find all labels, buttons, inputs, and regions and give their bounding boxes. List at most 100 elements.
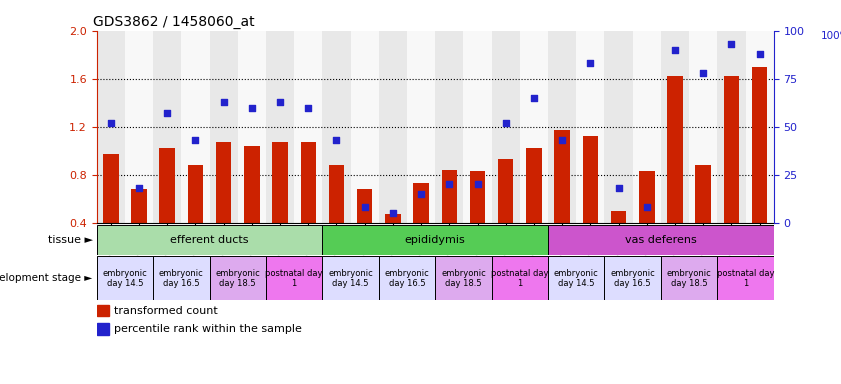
Point (217, 99, 230, 105)
Text: embryonic
day 18.5: embryonic day 18.5 (215, 268, 260, 288)
Point (471, 181, 484, 187)
Point (499, 120, 512, 126)
Bar (97, 305, 108, 316)
Bar (548, 225, 774, 255)
Bar (661, 256, 717, 300)
Point (669, 47, 682, 53)
Bar (97, 256, 153, 300)
Point (273, 99, 287, 105)
Text: epididymis: epididymis (405, 235, 466, 245)
Bar (182, 31, 209, 223)
Bar (548, 256, 605, 300)
Text: embryonic
day 16.5: embryonic day 16.5 (611, 268, 655, 288)
Bar (717, 31, 745, 223)
Bar (300, 142, 316, 223)
Point (188, 137, 202, 143)
Bar (548, 31, 576, 223)
Text: postnatal day
1: postnatal day 1 (491, 268, 548, 288)
Bar (745, 31, 774, 223)
Bar (492, 31, 520, 223)
Bar (266, 256, 322, 300)
Bar (216, 142, 231, 223)
Bar (322, 31, 351, 223)
Bar (752, 67, 767, 223)
Bar (125, 31, 153, 223)
Bar (188, 165, 204, 223)
Bar (605, 31, 632, 223)
Point (386, 210, 399, 216)
Bar (351, 31, 378, 223)
Text: embryonic
day 14.5: embryonic day 14.5 (554, 268, 599, 288)
Bar (322, 225, 548, 255)
Bar (554, 130, 570, 223)
Text: percentile rank within the sample: percentile rank within the sample (114, 324, 302, 334)
Bar (463, 31, 492, 223)
Bar (131, 189, 147, 223)
Text: postnatal day
1: postnatal day 1 (717, 268, 775, 288)
Bar (103, 154, 119, 223)
Bar (414, 183, 429, 223)
Bar (153, 31, 182, 223)
Point (640, 204, 653, 210)
Point (555, 137, 569, 143)
Point (612, 185, 626, 191)
Bar (209, 31, 238, 223)
Bar (667, 76, 683, 223)
Point (584, 60, 597, 66)
Bar (378, 256, 436, 300)
Point (330, 137, 343, 143)
Bar (492, 256, 548, 300)
Point (245, 104, 258, 111)
Bar (696, 165, 711, 223)
Text: embryonic
day 18.5: embryonic day 18.5 (667, 268, 711, 288)
Bar (378, 31, 407, 223)
Point (132, 185, 145, 191)
Bar (97, 323, 108, 335)
Bar (357, 189, 373, 223)
Bar (436, 256, 492, 300)
Text: transformed count: transformed count (114, 306, 217, 316)
Bar (442, 170, 457, 223)
Bar (611, 211, 627, 223)
Bar (717, 256, 774, 300)
Point (161, 110, 174, 116)
Bar (385, 214, 400, 223)
Bar (639, 171, 654, 223)
Point (725, 41, 738, 47)
Bar (97, 31, 125, 223)
Bar (329, 165, 344, 223)
Text: efferent ducts: efferent ducts (170, 235, 249, 245)
Point (527, 95, 541, 101)
Point (696, 70, 710, 76)
Bar (470, 171, 485, 223)
Bar (605, 256, 661, 300)
Bar (209, 256, 266, 300)
Text: postnatal day
1: postnatal day 1 (266, 268, 323, 288)
Point (415, 191, 428, 197)
Bar (498, 159, 514, 223)
Text: development stage ►: development stage ► (0, 273, 93, 283)
Bar (661, 31, 689, 223)
Text: vas deferens: vas deferens (625, 235, 696, 245)
Text: GDS3862 / 1458060_at: GDS3862 / 1458060_at (93, 15, 254, 29)
Point (104, 120, 118, 126)
Text: embryonic
day 16.5: embryonic day 16.5 (159, 268, 204, 288)
Bar (632, 31, 661, 223)
Bar (272, 142, 288, 223)
Text: embryonic
day 14.5: embryonic day 14.5 (328, 268, 373, 288)
Bar (238, 31, 266, 223)
Bar (723, 76, 739, 223)
Bar (583, 136, 598, 223)
Bar (97, 225, 322, 255)
Text: embryonic
day 16.5: embryonic day 16.5 (384, 268, 430, 288)
Text: embryonic
day 14.5: embryonic day 14.5 (103, 268, 147, 288)
Point (753, 51, 766, 57)
Bar (294, 31, 322, 223)
Bar (689, 31, 717, 223)
Text: tissue ►: tissue ► (47, 235, 93, 245)
Text: embryonic
day 18.5: embryonic day 18.5 (441, 268, 486, 288)
Bar (436, 31, 463, 223)
Bar (407, 31, 435, 223)
Bar (244, 146, 260, 223)
Bar (153, 256, 209, 300)
